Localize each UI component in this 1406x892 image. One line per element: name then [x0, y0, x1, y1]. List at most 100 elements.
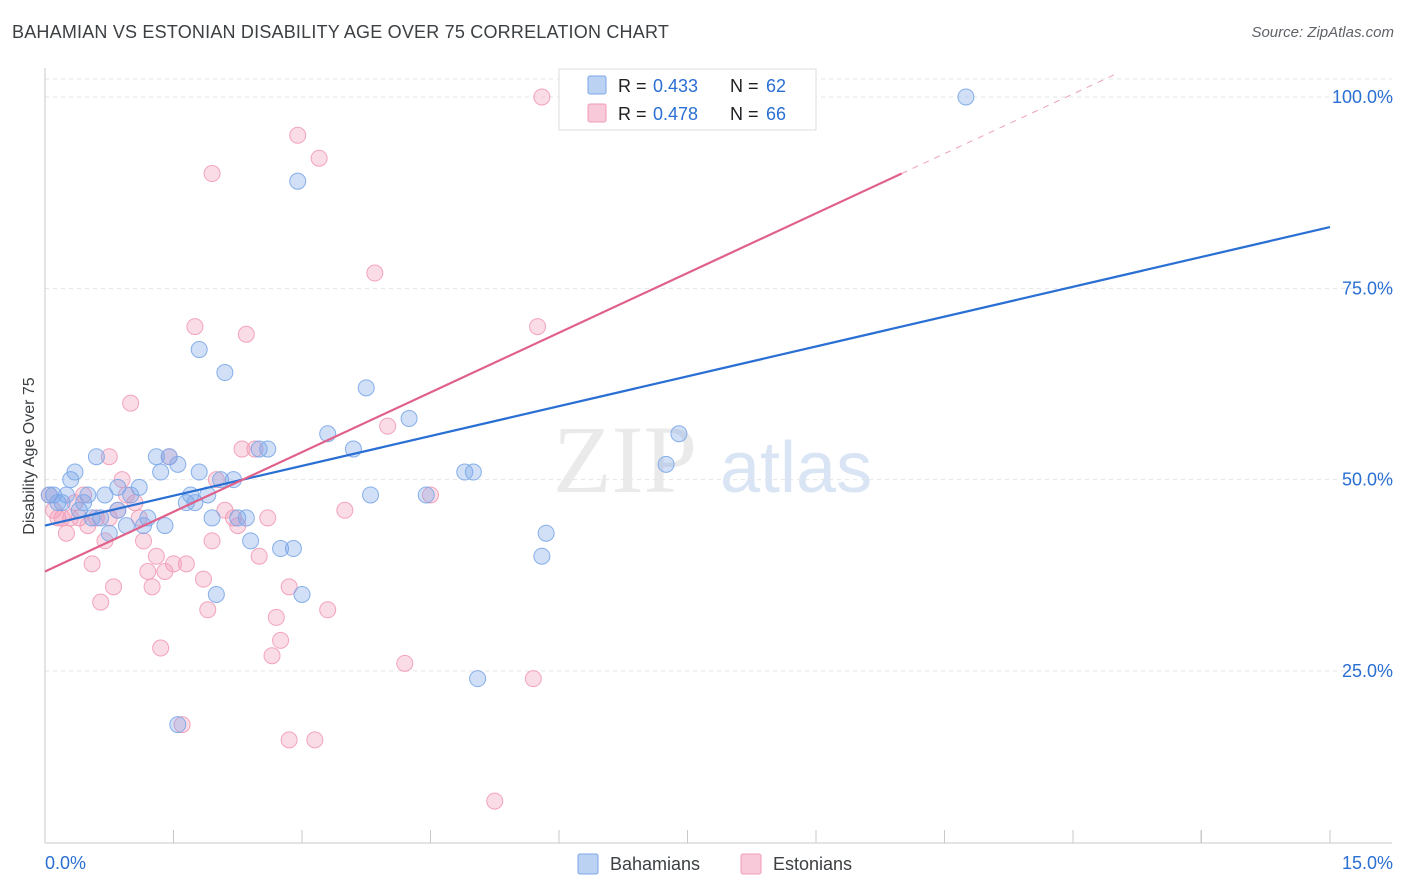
data-point-estonians [156, 563, 174, 581]
stats-legend-swatch-estonians [587, 103, 607, 123]
data-point-bahamians [96, 486, 114, 504]
data-point-estonians [529, 318, 547, 336]
legend-swatch-estonians[interactable] [740, 853, 762, 875]
data-point-bahamians [237, 509, 255, 527]
data-point-bahamians [469, 670, 487, 688]
stats-legend-n-value-estonians: 66 [766, 104, 786, 124]
data-point-bahamians [79, 486, 97, 504]
data-point-bahamians [464, 463, 482, 481]
stats-legend-swatch-bahamians [587, 75, 607, 95]
data-point-estonians [105, 578, 123, 596]
data-point-estonians [92, 593, 110, 611]
data-point-estonians [147, 547, 165, 565]
data-point-estonians [152, 639, 170, 657]
stats-legend-n-label-bahamians: N = [730, 76, 759, 96]
y-tick-label: 75.0% [1342, 278, 1393, 298]
x-tick-labels: 0.0% 15.0% [45, 853, 1393, 873]
data-point-estonians [203, 165, 221, 183]
trend-line-estonians-extension [901, 73, 1117, 174]
data-point-estonians [122, 394, 140, 412]
x-tick-label: 15.0% [1342, 853, 1393, 873]
data-point-bahamians [190, 341, 208, 359]
data-point-bahamians [259, 440, 277, 458]
trend-lines [44, 73, 1331, 573]
data-point-bahamians [284, 540, 302, 558]
data-point-estonians [259, 509, 277, 527]
data-point-estonians [336, 501, 354, 519]
data-point-estonians [310, 149, 328, 167]
stats-legend-n-label-estonians: N = [730, 104, 759, 124]
legend-swatch-bahamians[interactable] [577, 853, 599, 875]
data-point-bahamians [130, 478, 148, 496]
data-point-bahamians [362, 486, 380, 504]
data-point-estonians [237, 325, 255, 343]
gridlines [45, 78, 1392, 672]
data-point-estonians [186, 318, 204, 336]
stats-legend-r-value-bahamians: 0.433 [653, 76, 698, 96]
stats-legend-n-value-bahamians: 62 [766, 76, 786, 96]
data-point-bahamians [169, 716, 187, 734]
data-point-estonians [319, 601, 337, 619]
data-point-estonians [233, 440, 251, 458]
data-point-estonians [533, 88, 551, 106]
y-tick-labels: 25.0% 50.0% 75.0% 100.0% [1332, 87, 1393, 681]
legend-label-bahamians[interactable]: Bahamians [610, 854, 700, 874]
data-point-estonians [263, 647, 281, 665]
data-point-estonians [486, 792, 504, 810]
data-point-bahamians [62, 471, 80, 489]
stats-legend: R = 0.433 N = 62 R = 0.478 N = 66 [558, 68, 817, 131]
data-point-estonians [267, 608, 285, 626]
data-point-bahamians [357, 379, 375, 397]
data-point-bahamians [242, 532, 260, 550]
data-point-bahamians [152, 463, 170, 481]
data-point-bahamians [293, 585, 311, 603]
data-point-bahamians [250, 440, 268, 458]
watermark-atlas: atlas [720, 428, 872, 508]
data-point-bahamians [216, 364, 234, 382]
series-legend: Bahamians Estonians [577, 853, 852, 875]
data-point-bahamians [272, 540, 290, 558]
data-point-estonians [306, 731, 324, 749]
data-point-bahamians [169, 455, 187, 473]
data-point-bahamians [670, 425, 688, 443]
data-point-estonians [199, 601, 217, 619]
data-point-estonians [207, 471, 225, 489]
data-point-estonians [173, 716, 191, 734]
watermark-zip: ZIP [553, 406, 697, 513]
data-point-estonians [280, 578, 298, 596]
data-point-estonians [130, 509, 148, 527]
data-point-bahamians [49, 494, 67, 512]
series-bahamians [40, 88, 975, 734]
x-tick-label: 0.0% [45, 853, 86, 873]
data-point-bahamians [957, 88, 975, 106]
legend-label-estonians[interactable]: Estonians [773, 854, 852, 874]
data-point-bahamians [537, 524, 555, 542]
axes [44, 68, 1392, 844]
data-point-bahamians [417, 486, 435, 504]
data-point-estonians [57, 524, 75, 542]
series-estonians [40, 88, 731, 810]
source-label: Source: ZipAtlas.com [1251, 24, 1394, 41]
data-point-estonians [224, 509, 242, 527]
data-point-estonians [83, 555, 101, 573]
chart-title: BAHAMIAN VS ESTONIAN DISABILITY AGE OVER… [12, 22, 670, 42]
data-point-estonians [379, 417, 397, 435]
data-point-bahamians [203, 509, 221, 527]
data-point-estonians [250, 547, 268, 565]
y-axis-title: Disability Age Over 75 [21, 377, 38, 535]
data-point-estonians [139, 563, 157, 581]
trend-line-bahamians [44, 226, 1331, 527]
y-tick-label: 25.0% [1342, 661, 1393, 681]
stats-legend-r-label-estonians: R = [618, 104, 647, 124]
y-tick-label: 50.0% [1342, 470, 1393, 490]
data-point-bahamians [456, 463, 474, 481]
data-point-bahamians [533, 547, 551, 565]
data-point-estonians [203, 532, 221, 550]
data-point-bahamians [289, 172, 307, 190]
data-point-estonians [272, 631, 290, 649]
data-point-estonians [280, 731, 298, 749]
data-point-bahamians [229, 509, 247, 527]
data-point-bahamians [109, 478, 127, 496]
y-tick-label: 100.0% [1332, 87, 1393, 107]
